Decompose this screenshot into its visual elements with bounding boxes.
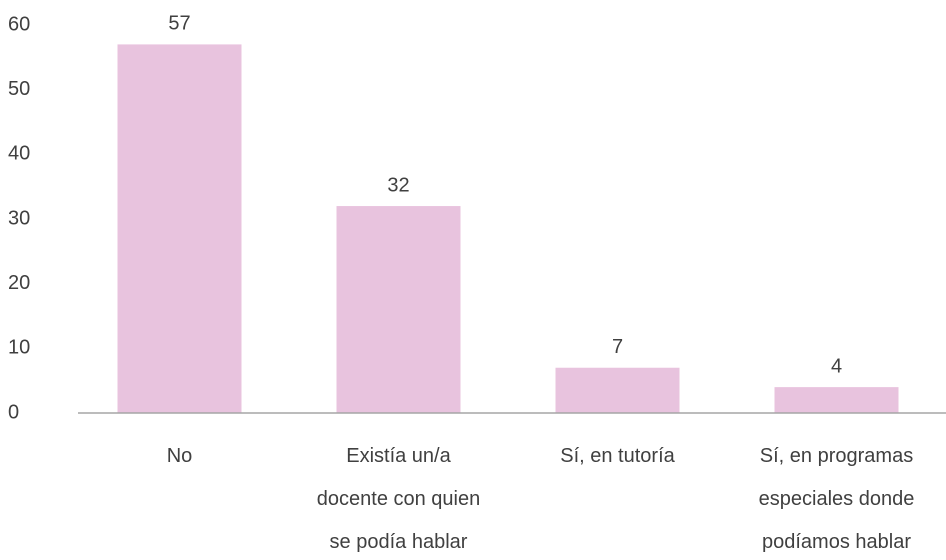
bar xyxy=(555,367,680,413)
x-tick-label: Sí, en tutoría xyxy=(560,445,675,467)
y-tick-label: 10 xyxy=(8,337,30,359)
data-label: 7 xyxy=(612,336,623,358)
y-tick-label: 30 xyxy=(8,207,30,229)
x-tick-label: No xyxy=(166,445,193,467)
y-tick-label: 50 xyxy=(8,78,30,100)
y-tick-label: 40 xyxy=(8,143,30,165)
data-label: 57 xyxy=(168,13,190,35)
y-tick-label: 20 xyxy=(8,272,30,294)
bar xyxy=(336,206,461,413)
x-tick-label: Existía un/a docente con quien se podía … xyxy=(316,445,481,553)
bar xyxy=(117,44,242,414)
data-label: 4 xyxy=(831,355,842,377)
y-tick-label: 0 xyxy=(8,401,19,423)
bar xyxy=(774,387,899,413)
y-tick-label: 60 xyxy=(8,13,30,35)
data-label: 32 xyxy=(387,174,409,196)
x-tick-label: Sí, en programas especiales donde podíam… xyxy=(758,445,915,553)
